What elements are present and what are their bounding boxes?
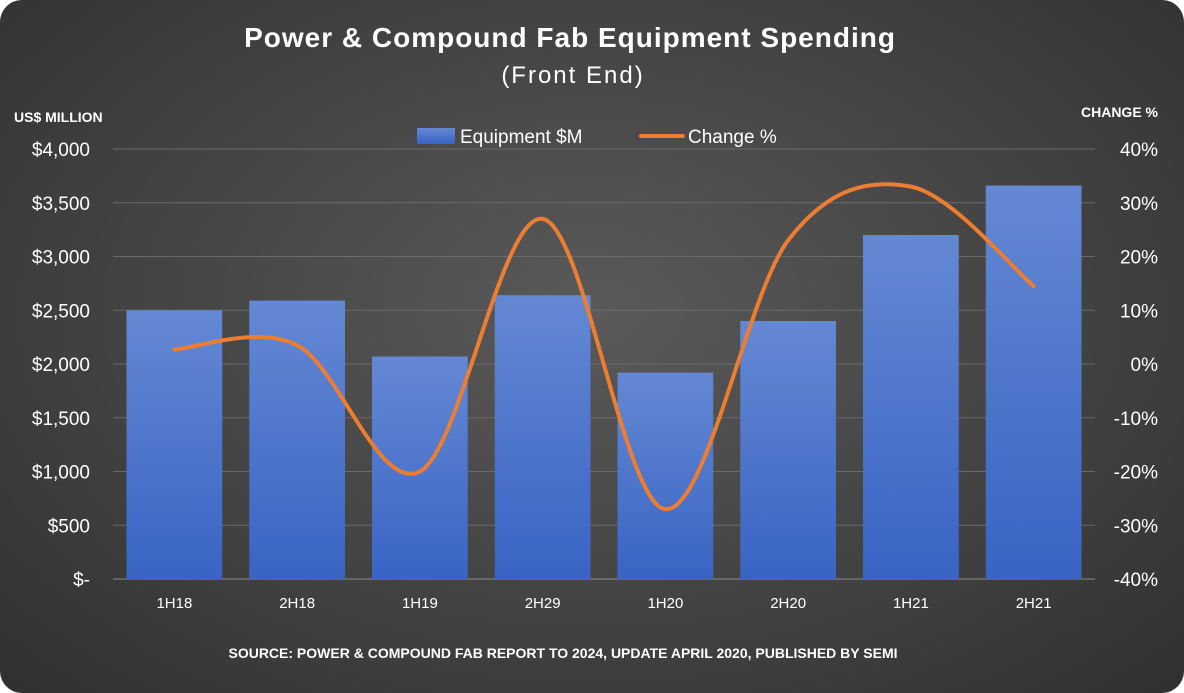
change-point-2H29 — [540, 216, 545, 221]
legend-label-change: Change % — [688, 127, 777, 148]
legend: Equipment $M Change % — [417, 127, 777, 148]
right-axis-ticks: -40% -30% -20% -10% 0% 10% 20% 30% 40% — [1114, 140, 1158, 591]
left-tick-label: $3,500 — [32, 194, 90, 215]
left-tick-label: $1,500 — [32, 409, 90, 430]
left-tick-label: $500 — [48, 516, 90, 537]
left-tick-label: $3,000 — [32, 248, 90, 269]
right-tick-label: -30% — [1114, 516, 1158, 537]
bar-1H20 — [617, 372, 714, 579]
category-label: 2H20 — [770, 595, 806, 612]
change-point-1H19 — [417, 469, 422, 474]
category-label: 1H21 — [893, 595, 929, 612]
chart-title: Power & Compound Fab Equipment Spending — [244, 22, 896, 53]
change-point-1H18 — [172, 347, 177, 352]
change-line — [172, 182, 1036, 512]
category-label: 1H20 — [647, 595, 683, 612]
legend-label-equipment: Equipment $M — [460, 127, 583, 148]
category-label: 2H29 — [525, 595, 561, 612]
category-labels: 1H18 2H18 1H19 2H29 1H20 2H20 1H21 2H21 — [156, 595, 1051, 612]
bar-1H19 — [372, 356, 468, 579]
right-tick-label: 40% — [1120, 140, 1158, 161]
left-tick-label: $1,000 — [32, 463, 90, 484]
bar-2H21 — [985, 185, 1082, 580]
right-tick-label: 0% — [1131, 355, 1159, 376]
bar-2H18 — [249, 300, 345, 579]
change-point-2H18 — [295, 343, 300, 348]
change-point-1H20 — [663, 507, 668, 512]
bar-1H21 — [863, 235, 959, 579]
left-tick-label: $2,000 — [32, 355, 90, 376]
right-tick-label: 30% — [1120, 194, 1158, 215]
right-tick-label: -20% — [1114, 463, 1158, 484]
right-axis-title: CHANGE % — [1081, 104, 1159, 120]
source-note: SOURCE: POWER & COMPOUND FAB REPORT TO 2… — [228, 645, 897, 661]
left-axis-title: US$ MILLION — [14, 109, 103, 125]
category-label: 2H21 — [1016, 595, 1052, 612]
change-line-layer — [172, 182, 1036, 512]
left-tick-label: $4,000 — [32, 140, 90, 161]
category-label: 1H19 — [402, 595, 438, 612]
bar-2H29 — [494, 295, 591, 579]
right-tick-label: 10% — [1120, 301, 1158, 322]
right-tick-label: 20% — [1120, 248, 1158, 269]
change-point-2H21 — [1031, 284, 1036, 289]
bar-2H20 — [740, 321, 836, 579]
category-label: 2H18 — [279, 595, 315, 612]
bars — [126, 185, 1082, 580]
chart-subtitle: (Front End) — [501, 62, 644, 89]
change-point-1H21 — [908, 184, 913, 189]
change-point-2H20 — [786, 238, 791, 243]
left-axis-ticks: $- $500 $1,000 $1,500 $2,000 $2,500 $3,000 $3,5… — [32, 140, 90, 591]
legend-swatch-equipment — [417, 128, 455, 144]
bar-1H18 — [126, 310, 223, 579]
right-tick-label: -10% — [1114, 409, 1158, 430]
left-tick-label: $2,500 — [32, 301, 90, 322]
left-tick-label: $- — [73, 570, 90, 591]
category-label: 1H18 — [156, 595, 192, 612]
right-tick-label: -40% — [1114, 570, 1158, 591]
